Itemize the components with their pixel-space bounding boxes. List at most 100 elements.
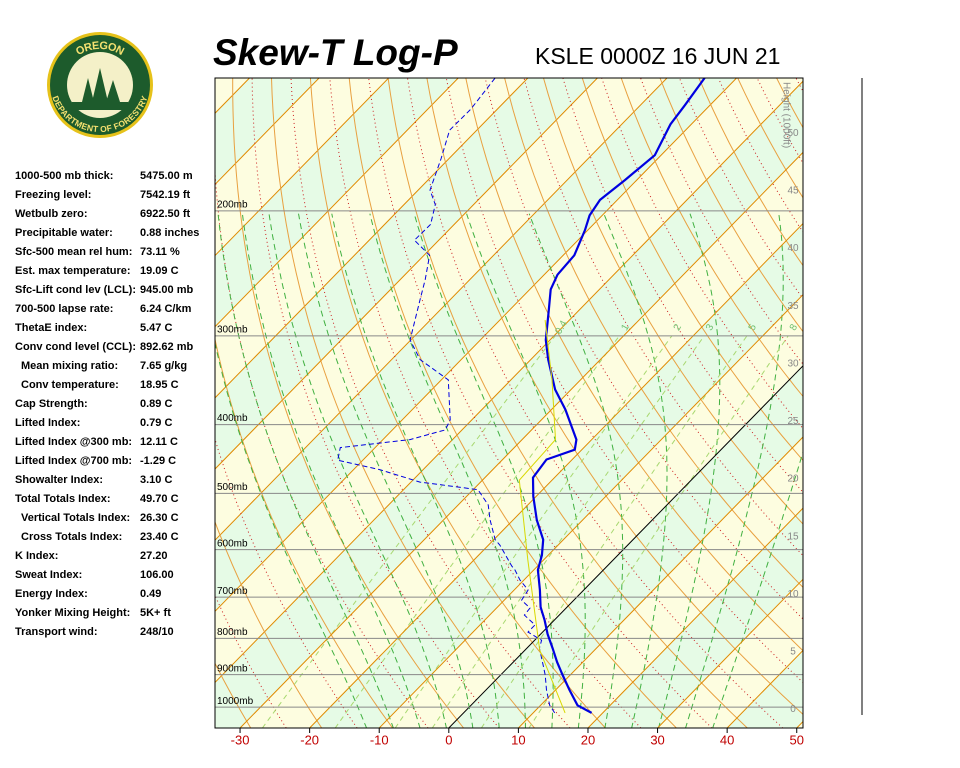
y-tick-label: 500mb (217, 482, 248, 493)
stat-value: 12.11 C (140, 436, 178, 448)
height-tick-label: 35 (787, 301, 799, 312)
moist-adiabat (369, 213, 526, 728)
stat-value: 6922.50 ft (140, 208, 190, 220)
mixing-ratio-line (431, 335, 705, 728)
stat-value: 106.00 (140, 569, 174, 581)
mixing-ratio-line (394, 335, 673, 728)
stats-panel: 1000-500 mb thick: 5475.00 m Freezing leve… (15, 170, 199, 638)
stat-value: 49.70 C (140, 493, 179, 505)
stat-label: Lifted Index: (15, 417, 80, 429)
mixing-ratio-line (261, 335, 556, 728)
dry-adiabat-minor (795, 78, 803, 93)
isotherm (215, 78, 737, 613)
moist-adiabat (241, 213, 421, 728)
stat-value: 3.10 C (140, 474, 172, 486)
isotherm-band (215, 78, 803, 683)
y-tick-label: 300mb (217, 325, 248, 336)
dry-adiabat (309, 78, 606, 728)
moist-adiabat (215, 341, 368, 728)
stat-value: 19.09 C (140, 265, 179, 277)
height-tick-label: 45 (787, 186, 799, 197)
y-tick-label: 400mb (217, 413, 248, 424)
stat-label: Freezing level: (15, 189, 91, 201)
logo-top-text: OREGON (74, 40, 126, 58)
logo-ground (72, 102, 128, 110)
chart-subtitle: KSLE 0000Z 16 JUN 21 (535, 43, 780, 69)
stat-label: Sfc-Lift cond lev (LCL): (15, 284, 136, 296)
height-tick-label: 50 (787, 128, 799, 139)
dry-adiabat (698, 78, 803, 267)
moist-adiabat (466, 213, 586, 728)
stat-value: 7.65 g/kg (140, 360, 187, 372)
mixing-ratio-line (480, 335, 748, 728)
stat-label: Lifted Index @300 mb: (15, 436, 132, 448)
plot-frame (214, 77, 804, 729)
isotherm-gridline (518, 436, 803, 728)
stat-value: 0.88 inches (140, 227, 199, 239)
isotherm-gridline (309, 222, 803, 728)
stat-value: 6.24 C/km (140, 303, 192, 315)
dry-adiabat-minor (407, 78, 784, 728)
stat-label: 700-500 lapse rate: (15, 303, 113, 315)
logo: OREGON DEPARTMENT OF FORESTRY (47, 32, 153, 138)
dry-adiabat (465, 78, 803, 652)
dry-adiabat (232, 78, 464, 728)
height-tick-label: 20 (787, 474, 799, 485)
dry-adiabat (776, 78, 803, 129)
x-tick-label: -10 (370, 732, 389, 747)
stat-value: 26.30 C (140, 512, 179, 524)
stat-label: Cross Totals Index: (21, 531, 122, 543)
dry-adiabat (815, 78, 960, 728)
stat-label: Lifted Index @700 mb: (15, 455, 132, 467)
dry-adiabat (659, 78, 803, 333)
stat-value: 18.95 C (140, 379, 179, 391)
profile-line (518, 320, 566, 714)
stat-value: 7542.19 ft (140, 189, 190, 201)
stat-label: Sfc-500 mean rel hum: (15, 246, 132, 258)
dry-adiabat (737, 78, 803, 199)
isotherm-gridline (587, 507, 803, 728)
plot-area: 0.4 1 2 3 5 8 (215, 78, 960, 728)
stat-label: ThetaE index: (15, 322, 87, 334)
isotherm (215, 78, 529, 399)
isotherm (215, 78, 668, 541)
isotherm-gridline (378, 293, 803, 728)
logo-trees (82, 68, 120, 102)
x-tick-label: 30 (650, 732, 664, 747)
mixing-ratio-line (528, 335, 789, 728)
stat-value: 892.62 mb (140, 341, 193, 353)
height-tick-label: 30 (787, 358, 799, 369)
stat-value: 945.00 mb (140, 284, 193, 296)
dry-adiabat (387, 78, 748, 728)
isotherm-gridline (657, 578, 803, 728)
stat-label: Conv temperature: (21, 379, 119, 391)
stat-label: Yonker Mixing Height: (15, 607, 130, 619)
stat-label: Vertical Totals Index: (21, 512, 130, 524)
isotherm (215, 78, 390, 257)
moist-adiabat (331, 213, 500, 728)
x-tick-label: 10 (511, 732, 525, 747)
isotherm (215, 78, 459, 328)
stat-value: 5K+ ft (140, 607, 171, 619)
stat-label: K Index: (15, 550, 58, 562)
stat-label: Mean mixing ratio: (21, 360, 118, 372)
mixing-ratio-label: 2 (672, 322, 685, 333)
dry-adiabat-minor (523, 78, 803, 557)
stat-label: 1000-500 mb thick: (15, 170, 113, 182)
stat-label: Precipitable water: (15, 227, 113, 239)
stat-value: 23.40 C (140, 531, 179, 543)
dry-adiabat-minor (951, 78, 960, 728)
y-tick-label: 800mb (217, 627, 248, 638)
height-tick-label: 0 (790, 704, 796, 715)
dry-adiabat (543, 78, 803, 525)
dry-adiabat (426, 78, 803, 715)
moist-adiabat (603, 213, 668, 728)
dry-adiabat (215, 520, 323, 728)
x-tick-label: -20 (300, 732, 319, 747)
isotherm (215, 80, 803, 684)
dry-adiabat (348, 78, 677, 728)
stat-value: 0.79 C (140, 417, 172, 429)
stat-value: -1.29 C (140, 455, 176, 467)
moist-adiabat (685, 213, 784, 728)
stat-label: Energy Index: (15, 588, 88, 600)
